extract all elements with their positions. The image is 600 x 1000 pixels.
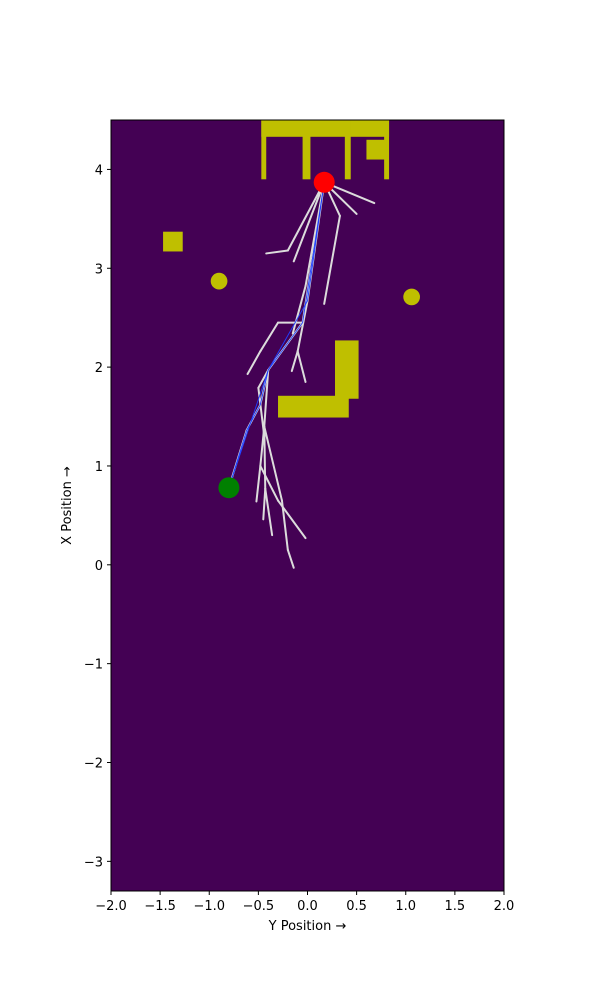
x-tick-label: 2.0 — [494, 899, 515, 914]
planned-path — [228, 182, 325, 488]
x-axis-label: Y Position → — [268, 919, 347, 934]
tree-edge — [255, 464, 262, 503]
x-tick-label: −1.0 — [193, 899, 225, 914]
plot-area — [110, 119, 505, 892]
axis-ticks: −2.0 −1.5 −1.0 −0.5 0.0 0.5 1.0 1.5 2.0 −3 −2 −1 0 1 2… — [84, 163, 515, 914]
tree-edge — [296, 299, 309, 353]
tree-edge — [286, 548, 295, 569]
obstacle-rect — [344, 120, 351, 180]
x-tick-label: 1.0 — [395, 899, 416, 914]
x-tick-label: −2.0 — [95, 899, 127, 914]
obstacle-rect — [302, 120, 311, 180]
tree-edge — [262, 487, 267, 521]
obstacle-rect — [163, 231, 183, 252]
x-tick-label: 1.5 — [445, 899, 466, 914]
y-tick-label: 2 — [95, 361, 103, 376]
tree-edge — [259, 464, 280, 502]
y-tick-label: −1 — [84, 658, 103, 673]
obstacle-rect — [335, 340, 359, 399]
planned-path — [228, 182, 325, 488]
obstacle-rect — [366, 139, 387, 160]
tree-edge — [291, 285, 307, 335]
tree-edge — [286, 181, 326, 252]
tree-edge — [292, 181, 326, 263]
tree-edge — [323, 214, 341, 305]
tree-edge — [263, 425, 283, 502]
y-tick-label: 0 — [95, 559, 103, 574]
y-tick-label: −2 — [84, 757, 103, 772]
obstacle-rect — [261, 120, 390, 137]
y-tick-label: 1 — [95, 460, 103, 475]
obstacle-circle — [403, 288, 420, 306]
tree-edge — [280, 499, 289, 551]
tree-edge — [296, 350, 307, 383]
tree-edge — [259, 321, 280, 353]
obstacle-circle — [210, 272, 228, 290]
start-marker — [218, 477, 240, 499]
goal-marker — [313, 171, 335, 193]
y-tick-label: −3 — [84, 855, 103, 870]
tree-edge — [257, 369, 270, 389]
obstacle-rect — [384, 120, 390, 180]
tree-edge — [246, 350, 262, 376]
y-axis-label: X Position → — [60, 466, 75, 545]
x-tick-label: −0.5 — [243, 899, 275, 914]
tree-edge — [263, 369, 270, 428]
obstacle-rect — [261, 120, 267, 180]
tree-edge — [264, 487, 274, 537]
x-tick-label: 0.0 — [297, 899, 318, 914]
x-tick-label: 0.5 — [346, 899, 367, 914]
y-tick-label: 4 — [95, 163, 103, 178]
y-tick-label: 3 — [95, 262, 103, 277]
tree-edge — [290, 350, 299, 373]
tree-edge — [265, 249, 289, 255]
obstacle-rect — [278, 395, 349, 418]
x-tick-label: −1.5 — [144, 899, 176, 914]
